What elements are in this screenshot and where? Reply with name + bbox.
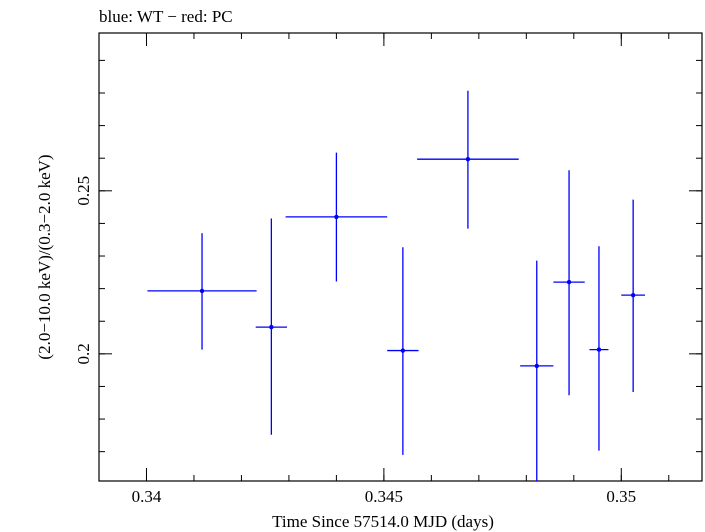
point-marker — [199, 288, 205, 294]
chart-title: blue: WT − red: PC — [99, 7, 233, 26]
point-marker — [630, 292, 636, 298]
data-point — [553, 170, 585, 396]
point-marker — [534, 363, 539, 369]
x-tick-label: 0.34 — [132, 487, 162, 506]
point-marker — [596, 347, 602, 352]
data-point — [589, 246, 609, 451]
data-point — [255, 218, 288, 435]
data-point — [285, 152, 388, 282]
data-point — [147, 233, 257, 350]
x-axis-label: Time Since 57514.0 MJD (days) — [272, 512, 494, 531]
y-tick-label: 0.2 — [74, 343, 93, 364]
y-axis-label: (2.0−10.0 keV)/(0.3−2.0 keV) — [35, 154, 54, 359]
y-tick-label: 0.25 — [74, 176, 93, 206]
point-marker — [400, 348, 406, 353]
x-tick-label: 0.35 — [606, 487, 636, 506]
tick-labels: 0.34 0.345 0.35 0.2 0.25 — [74, 176, 636, 506]
axis-ticks — [98, 33, 702, 481]
point-marker — [269, 324, 274, 330]
data-series — [147, 90, 646, 481]
point-marker — [465, 156, 471, 162]
data-point — [520, 260, 554, 481]
data-point — [387, 247, 419, 455]
plot-frame — [98, 32, 703, 482]
point-marker — [334, 214, 339, 220]
point-marker — [566, 279, 572, 285]
x-tick-label: 0.345 — [365, 487, 403, 506]
data-point — [621, 199, 646, 392]
data-point — [417, 90, 519, 229]
